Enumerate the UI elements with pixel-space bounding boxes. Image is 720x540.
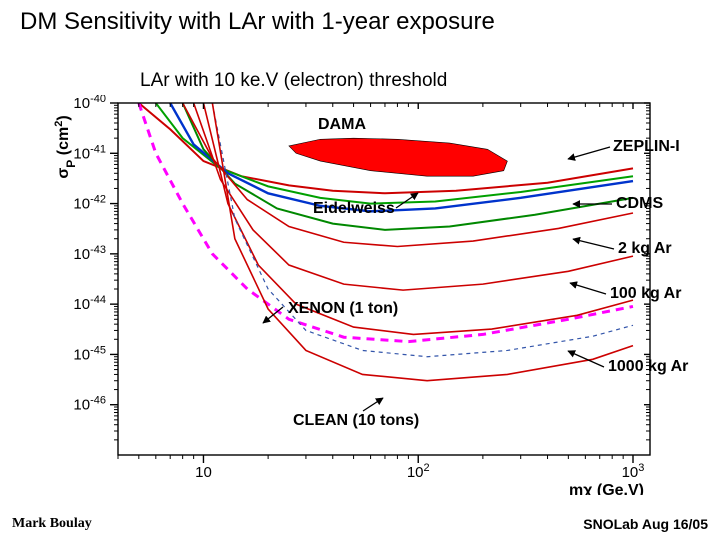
footer-author: Mark Boulay: [12, 516, 92, 532]
svg-text:10-46: 10-46: [73, 395, 106, 414]
sensitivity-chart: 10 102 103 10-40 10-41 10-42 10-43 10-44 10-45 10…: [50, 95, 690, 495]
svg-text:10-40: 10-40: [73, 95, 106, 112]
label-clean-10-tons-: CLEAN (10 tons): [293, 412, 419, 429]
label-100-kg-ar: 100 kg Ar: [610, 285, 681, 302]
label-zeplin-i: ZEPLIN-I: [613, 138, 680, 155]
svg-text:10-44: 10-44: [73, 294, 106, 313]
label-cdms: CDMS: [616, 195, 663, 212]
label-dama: DAMA: [318, 116, 366, 133]
svg-text:103: 103: [622, 462, 645, 481]
svg-text:102: 102: [407, 462, 430, 481]
svg-text:10-45: 10-45: [73, 344, 106, 363]
svg-text:10-43: 10-43: [73, 244, 106, 263]
svg-text:10-41: 10-41: [73, 143, 106, 162]
svg-text:10-42: 10-42: [73, 194, 106, 213]
chart-subtitle: LAr with 10 ke.V (electron) threshold: [140, 70, 447, 92]
footer-date: SNOLab Aug 16/05: [583, 516, 708, 532]
x-axis-label: mχ (Ge.V): [569, 482, 644, 495]
svg-text:10: 10: [195, 464, 212, 481]
label-eidelweiss: Eidelweiss: [313, 200, 395, 217]
label-1000-kg-ar: 1000 kg Ar: [608, 358, 688, 375]
slide-title: DM Sensitivity with LAr with 1-year expo…: [20, 8, 495, 36]
label-2-kg-ar: 2 kg Ar: [618, 240, 672, 257]
label-xenon-1-ton-: XENON (1 ton): [288, 300, 398, 317]
